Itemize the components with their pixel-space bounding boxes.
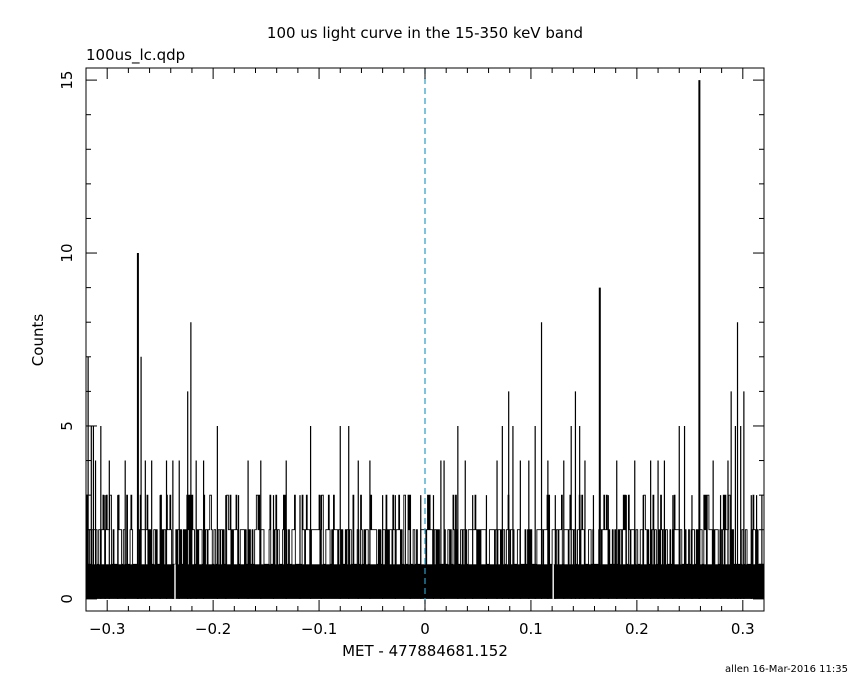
y-tick-label: 0	[58, 594, 76, 604]
x-tick-label: −0.1	[301, 620, 337, 638]
x-tick-label: −0.3	[89, 620, 125, 638]
y-tick-label: 15	[58, 71, 76, 90]
footer-stamp: allen 16-Mar-2016 11:35	[725, 664, 848, 675]
x-tick-label: 0.2	[625, 620, 649, 638]
y-tick-label: 10	[58, 243, 76, 262]
y-tick-label: 5	[58, 421, 76, 431]
x-tick-label: −0.2	[195, 620, 231, 638]
y-axis: 0 5 10 15	[58, 71, 764, 604]
y-axis-label: Counts	[29, 314, 47, 367]
chart-title: 100 us light curve in the 15-350 keV ban…	[267, 24, 583, 42]
x-tick-label: 0	[420, 620, 430, 638]
x-tick-label: 0.1	[519, 620, 543, 638]
file-label: 100us_lc.qdp	[86, 46, 185, 65]
x-axis-label: MET - 477884681.152	[342, 642, 508, 660]
x-tick-label: 0.3	[731, 620, 755, 638]
x-axis: −0.3 −0.2 −0.1 0 0.1 0.2 0.3	[85, 68, 765, 638]
